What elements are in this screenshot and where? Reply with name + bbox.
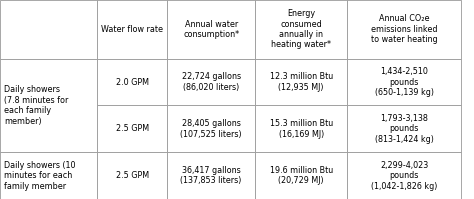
- Bar: [255, 59, 347, 105]
- Text: 2.5 GPM: 2.5 GPM: [116, 171, 149, 180]
- Bar: [0, 59, 97, 152]
- Bar: [255, 0, 347, 59]
- Text: 1,434-2,510
pounds
(650-1,139 kg): 1,434-2,510 pounds (650-1,139 kg): [375, 67, 434, 97]
- Bar: [255, 105, 347, 152]
- Bar: [255, 152, 347, 199]
- Text: 19.6 million Btu
(20,729 MJ): 19.6 million Btu (20,729 MJ): [270, 166, 333, 185]
- Text: Energy
consumed
annually in
heating water*: Energy consumed annually in heating wate…: [271, 9, 331, 50]
- Bar: [347, 0, 461, 59]
- Bar: [347, 152, 461, 199]
- Text: 12.3 million Btu
(12,935 MJ): 12.3 million Btu (12,935 MJ): [270, 72, 333, 92]
- Text: 2.5 GPM: 2.5 GPM: [116, 124, 149, 133]
- Text: 1,793-3,138
pounds
(813-1,424 kg): 1,793-3,138 pounds (813-1,424 kg): [375, 114, 434, 144]
- Bar: [167, 105, 255, 152]
- Bar: [347, 105, 461, 152]
- Text: 2.0 GPM: 2.0 GPM: [116, 78, 149, 87]
- Text: 22,724 gallons
(86,020 liters): 22,724 gallons (86,020 liters): [182, 72, 241, 92]
- Text: 36,417 gallons
(137,853 liters): 36,417 gallons (137,853 liters): [181, 166, 242, 185]
- Bar: [167, 59, 255, 105]
- Text: 28,405 gallons
(107,525 liters): 28,405 gallons (107,525 liters): [180, 119, 242, 139]
- Bar: [347, 59, 461, 105]
- Bar: [167, 0, 255, 59]
- Text: Water flow rate: Water flow rate: [101, 25, 163, 34]
- Text: Annual water
consumption*: Annual water consumption*: [183, 20, 239, 39]
- Bar: [97, 0, 167, 59]
- Bar: [97, 59, 167, 105]
- Bar: [0, 0, 97, 59]
- Bar: [167, 152, 255, 199]
- Bar: [0, 152, 97, 199]
- Text: Daily showers
(7.8 minutes for
each family
member): Daily showers (7.8 minutes for each fami…: [4, 85, 68, 126]
- Text: Daily showers (10
minutes for each
family member: Daily showers (10 minutes for each famil…: [4, 161, 75, 190]
- Text: Annual CO₂e
emissions linked
to water heating: Annual CO₂e emissions linked to water he…: [371, 15, 438, 44]
- Text: 15.3 million Btu
(16,169 MJ): 15.3 million Btu (16,169 MJ): [270, 119, 333, 139]
- Text: 2,299-4,023
pounds
(1,042-1,826 kg): 2,299-4,023 pounds (1,042-1,826 kg): [371, 161, 438, 190]
- Bar: [97, 152, 167, 199]
- Bar: [97, 105, 167, 152]
